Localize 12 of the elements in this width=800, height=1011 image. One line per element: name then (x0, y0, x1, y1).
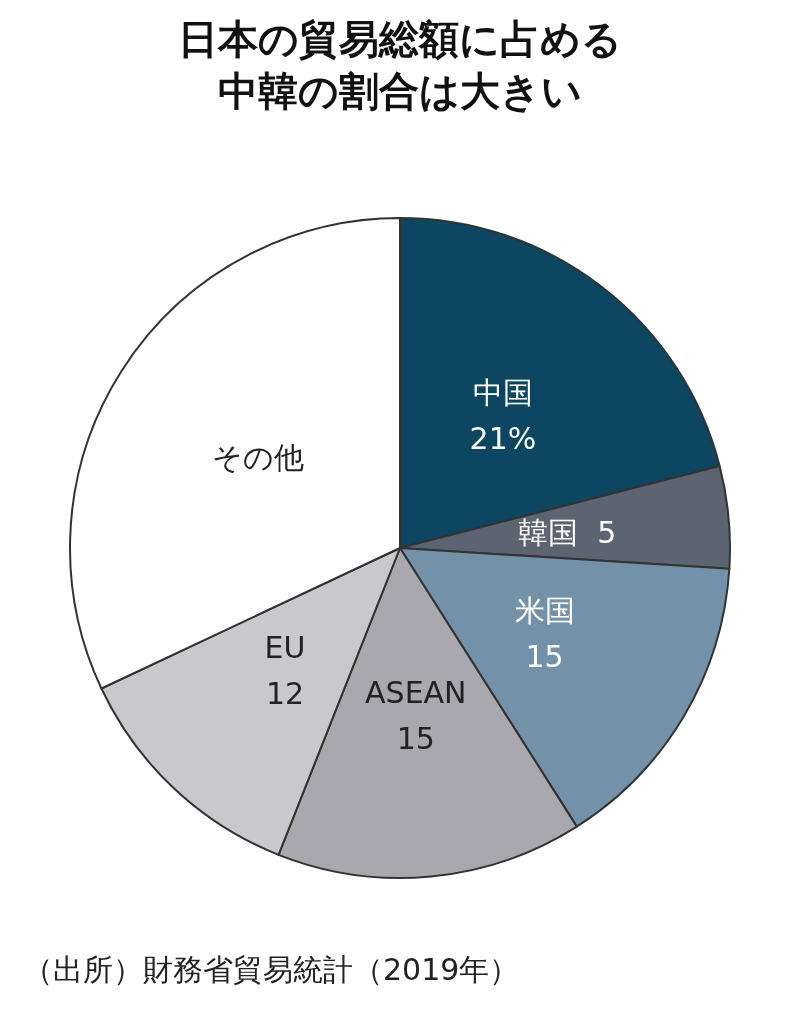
chart-title: 日本の貿易総額に占める中韓の割合は大きい (178, 16, 622, 114)
slice-label: EU (264, 629, 306, 665)
slice-label: 韓国 5 (518, 514, 617, 550)
slice-label: その他 (212, 440, 305, 476)
slice-label: ASEAN (365, 674, 467, 710)
slice-label: 米国 (514, 593, 575, 629)
data-label: 15 (396, 720, 435, 756)
data-label: 12 (265, 675, 305, 711)
data-label: 21% (469, 420, 537, 456)
slice-label: 中国 (472, 374, 533, 410)
data-label: 15 (525, 639, 564, 675)
text: （出所）財務省貿易統計（2019年） (23, 951, 520, 987)
